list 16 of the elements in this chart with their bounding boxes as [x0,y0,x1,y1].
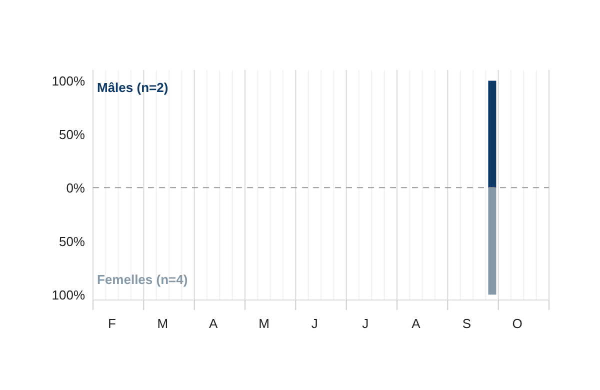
x-tick-label: M [258,316,270,331]
y-tick-label: 100% [52,73,86,88]
x-tick-label: J [362,316,369,331]
x-tick-label: F [108,316,116,331]
x-tick-label: M [157,316,168,331]
text: Mâles (n=2) [97,80,168,95]
text: Femelles (n=4) [97,272,188,287]
x-tick-label: S [462,316,472,331]
x-tick-label: J [311,316,318,331]
x-tick-label: A [412,316,421,331]
y-tick-label: 50% [58,126,86,142]
y-tick-label: 100% [52,287,86,302]
y-tick-label: 0% [66,180,86,196]
x-tick-label: O [512,316,522,331]
x-tick-label: A [208,316,218,331]
y-tick-label: 50% [58,234,86,249]
